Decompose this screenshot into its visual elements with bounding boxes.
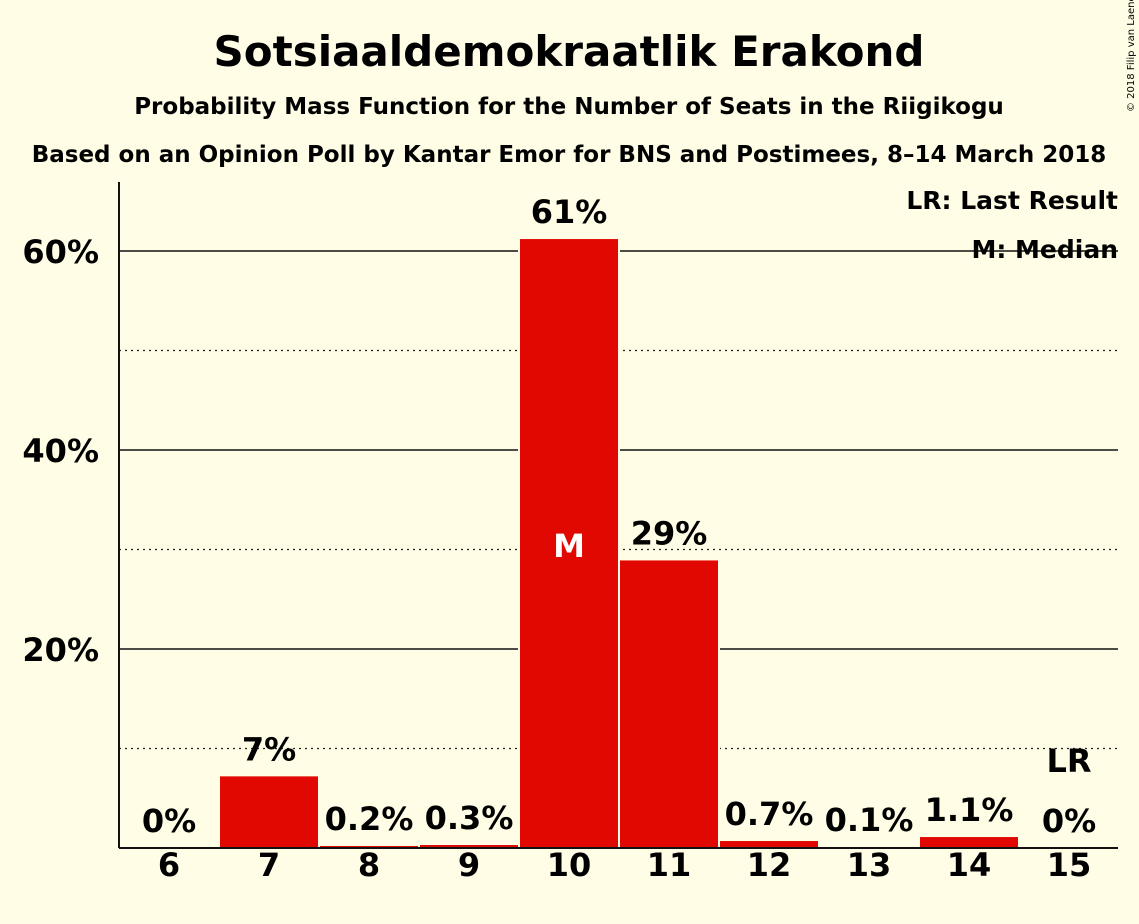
axes: 20% 40% 60% 6 7 8 9 10 11 12 13 14 15 [22, 182, 1118, 884]
median-marker: M [553, 527, 585, 565]
data-label: 0.3% [425, 799, 514, 837]
bar-seats-12 [720, 841, 818, 848]
data-label: 0.1% [825, 801, 914, 839]
data-label: 0% [1042, 802, 1096, 840]
legend-median: M: Median [971, 235, 1118, 264]
bar-seats-11 [620, 560, 718, 848]
x-tick-label: 8 [358, 846, 380, 884]
x-tick-label: 13 [847, 846, 892, 884]
bar-gap [318, 844, 420, 848]
y-tick-label: 20% [22, 631, 99, 669]
x-tick-label: 12 [747, 846, 792, 884]
data-label: 29% [631, 514, 708, 552]
data-labels: 0% 7% 0.2% 0.3% 61% 29% 0.7% 0.1% 1.1% 0% M LR [142, 193, 1096, 840]
bar-seats-14 [920, 837, 1018, 848]
copyright-note: © 2018 Filip van Laenen [1126, 0, 1137, 112]
chart-title: Sotsiaaldemokraatlik Erakond [214, 27, 925, 76]
data-label: 61% [531, 193, 608, 231]
legend-last-result: LR: Last Result [906, 186, 1118, 215]
x-tick-label: 6 [158, 846, 180, 884]
last-result-marker: LR [1046, 742, 1091, 780]
bar-seats-7 [220, 776, 318, 848]
y-tick-label: 60% [22, 233, 99, 271]
bar-seats-9 [420, 845, 518, 848]
bar-seats-10 [520, 239, 618, 848]
y-tick-label: 40% [22, 432, 99, 470]
x-tick-label: 15 [1047, 846, 1092, 884]
chart-source-note: Based on an Opinion Poll by Kantar Emor … [32, 142, 1107, 168]
x-tick-label: 14 [947, 846, 992, 884]
x-tick-label: 7 [258, 846, 280, 884]
data-label: 7% [242, 730, 296, 768]
data-label: 0.2% [325, 800, 414, 838]
x-tick-label: 11 [647, 846, 692, 884]
data-label: 0% [142, 802, 196, 840]
data-label: 0.7% [725, 795, 814, 833]
bars [218, 237, 1020, 848]
x-tick-label: 9 [458, 846, 480, 884]
x-tick-label: 10 [547, 846, 592, 884]
data-label: 1.1% [925, 791, 1014, 829]
bar-gap [818, 845, 920, 848]
chart-subtitle: Probability Mass Function for the Number… [134, 94, 1004, 120]
